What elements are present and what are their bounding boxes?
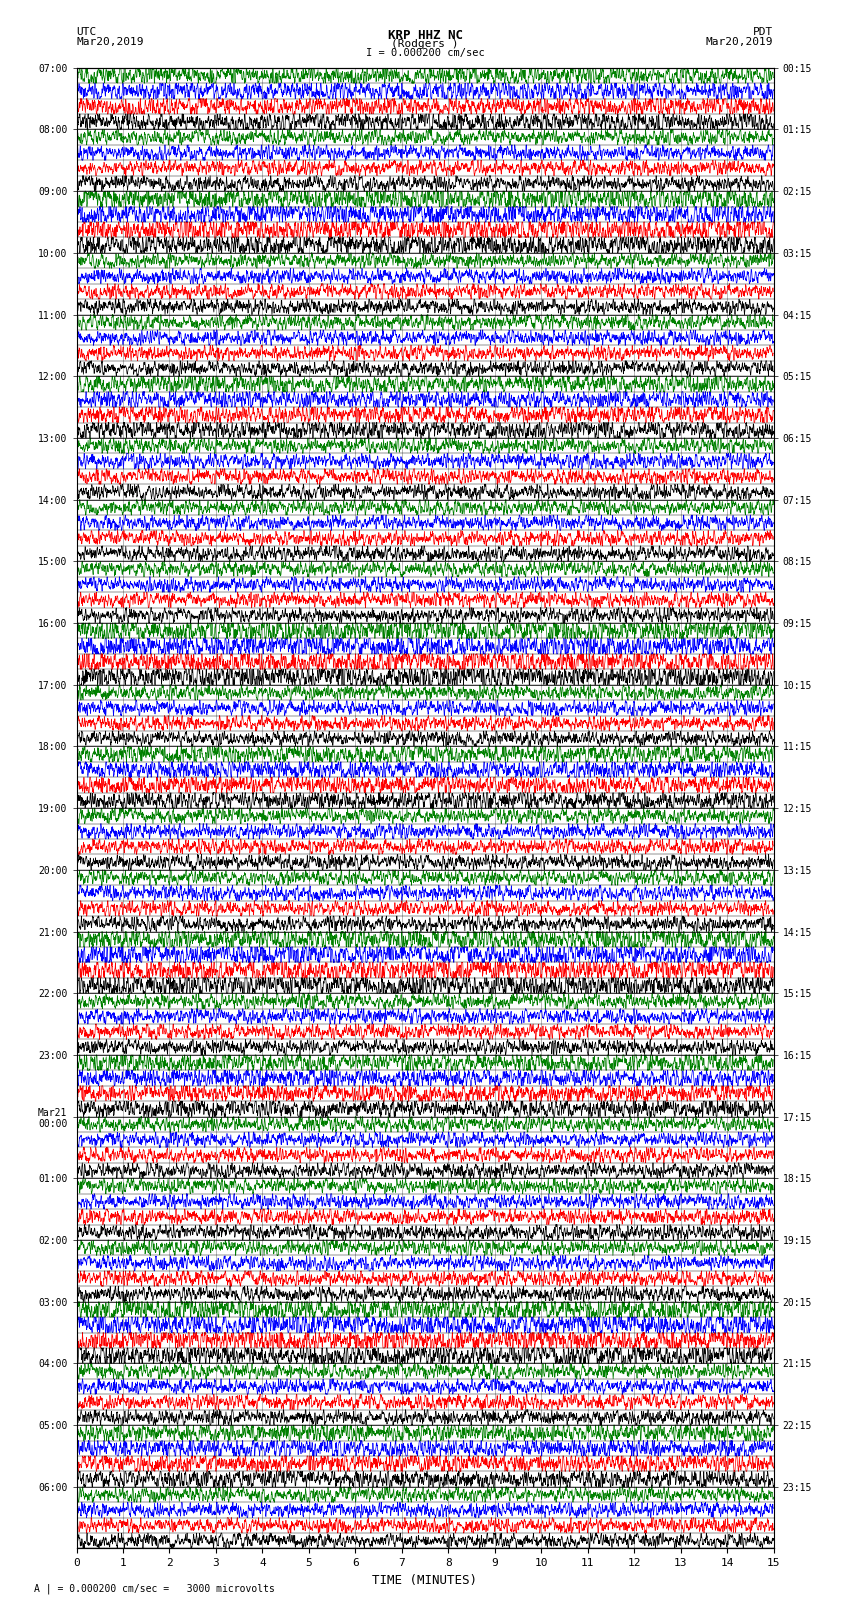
Text: UTC: UTC [76, 27, 97, 37]
Text: KRP HHZ NC: KRP HHZ NC [388, 29, 462, 42]
X-axis label: TIME (MINUTES): TIME (MINUTES) [372, 1574, 478, 1587]
Text: Mar20,2019: Mar20,2019 [706, 37, 774, 47]
Text: (Rodgers ): (Rodgers ) [391, 39, 459, 48]
Text: Mar20,2019: Mar20,2019 [76, 37, 144, 47]
Text: A | = 0.000200 cm/sec =   3000 microvolts: A | = 0.000200 cm/sec = 3000 microvolts [34, 1582, 275, 1594]
Text: PDT: PDT [753, 27, 774, 37]
Text: I = 0.000200 cm/sec: I = 0.000200 cm/sec [366, 48, 484, 58]
